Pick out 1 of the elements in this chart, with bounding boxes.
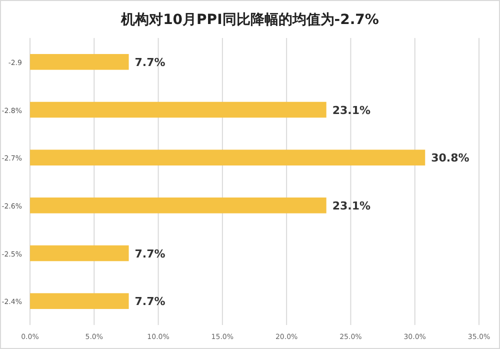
title: 机构对10月PPI同比降幅的均值为-2.7% — [121, 12, 379, 28]
